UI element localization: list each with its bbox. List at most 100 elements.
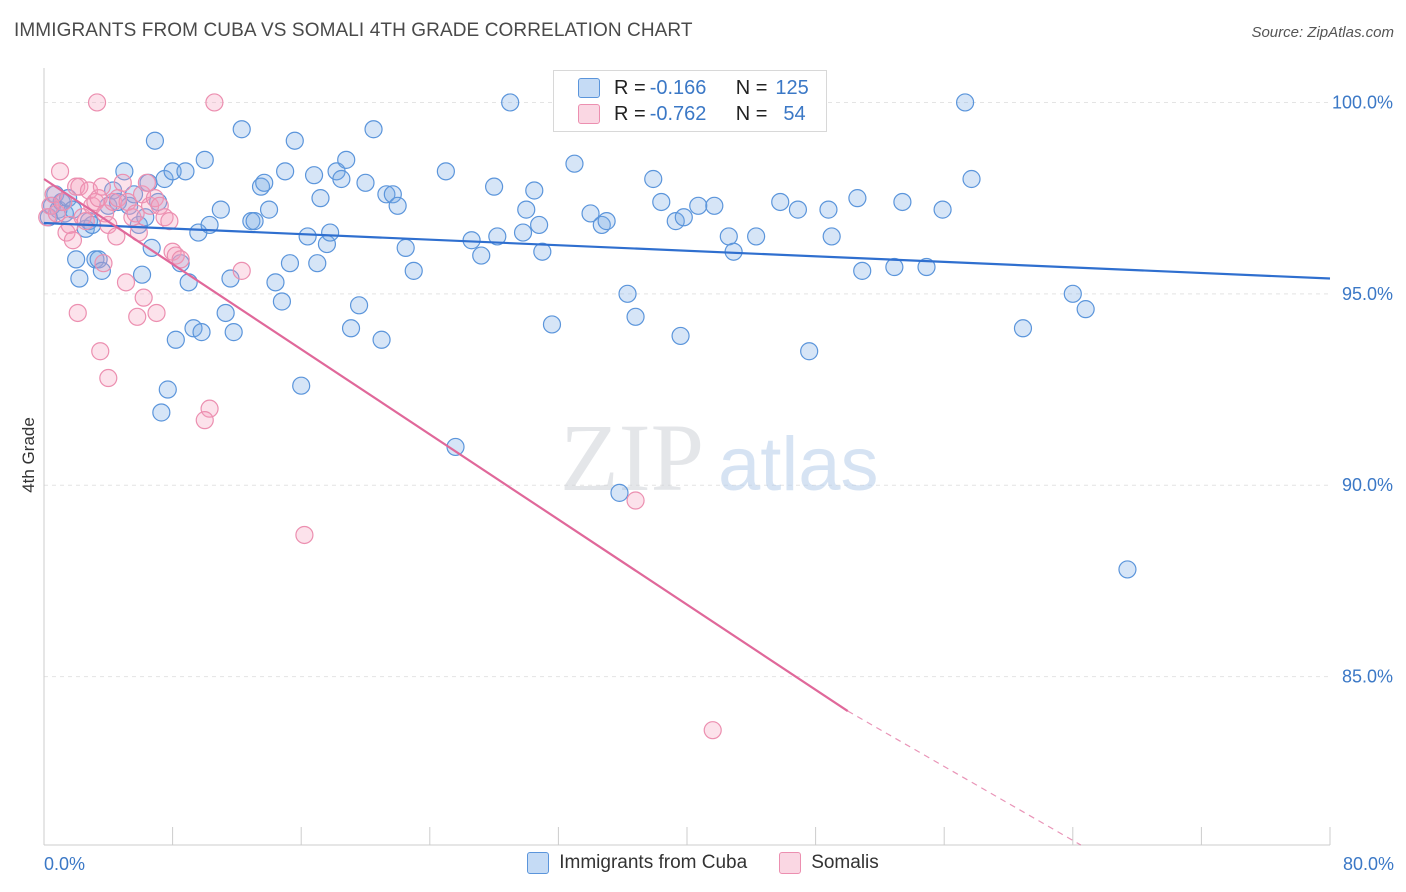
somalis-point (47, 204, 66, 223)
cuba-point (652, 192, 671, 212)
cuba-point (364, 120, 383, 139)
cuba-point (166, 330, 185, 349)
somalis-point (137, 173, 156, 192)
cuba-point (1076, 300, 1095, 319)
cuba-point (472, 246, 491, 265)
legend-n-value-somalis: 54 (783, 102, 806, 125)
cuba-point (822, 227, 841, 246)
cuba-point (581, 204, 600, 223)
legend-row-cuba: R = -0.166 N = 125 (578, 76, 813, 100)
cuba-point (211, 200, 230, 219)
somalis-point (68, 303, 87, 323)
legend-row-somalis: R = -0.762 N = 54 (578, 102, 810, 126)
cuba-point (513, 223, 533, 242)
cuba-point (436, 162, 455, 181)
tick-labels: 85.0% 90.0% 95.0% 100.0% 0.0% 80.0% (44, 92, 1394, 874)
somalis-point (92, 177, 111, 196)
cuba-point (132, 265, 152, 284)
somalis-point (205, 93, 224, 112)
somalis-point (63, 231, 83, 250)
somalis-trend-extension (847, 710, 1082, 846)
cuba-point (372, 330, 391, 349)
cuba-point (747, 227, 766, 246)
cuba-point (216, 303, 235, 323)
cuba-point (885, 257, 904, 277)
cuba-point (341, 319, 361, 338)
cuba-point (304, 166, 324, 185)
somalis-point (54, 192, 73, 212)
cuba-point (719, 227, 738, 246)
somalis-point (91, 342, 110, 361)
gridlines (44, 101, 1330, 678)
somalis-point (76, 212, 95, 231)
trend-lines (43, 178, 1331, 846)
cuba-point (618, 284, 637, 303)
series-legend: Immigrants from Cuba Somalis (0, 852, 1406, 874)
cuba-point (163, 162, 182, 181)
legend-label-somalis: Somalis (811, 852, 879, 873)
cuba-point (485, 177, 504, 196)
cuba-point (962, 169, 981, 189)
somalis-point (171, 250, 190, 269)
chart-title: IMMIGRANTS FROM CUBA VS SOMALI 4TH GRADE… (14, 20, 693, 41)
cuba-point (893, 192, 912, 212)
cuba-point (280, 254, 300, 273)
cuba-point (819, 200, 838, 219)
series-somalis-points (38, 93, 722, 740)
somalis-point (128, 307, 147, 326)
somalis-point (150, 196, 169, 215)
somalis-point (70, 177, 89, 196)
somalis-point (160, 212, 179, 231)
y-tick-label: 95.0% (1342, 284, 1393, 304)
legend-swatch-cuba (527, 852, 550, 874)
cuba-point (276, 162, 295, 181)
watermark-atlas: atlas (718, 422, 879, 507)
cuba-point (176, 162, 195, 181)
cuba-point (195, 150, 214, 169)
cuba-point (115, 162, 134, 181)
cuba-point (259, 200, 279, 219)
cuba-point (525, 181, 544, 200)
cuba-point (192, 323, 211, 342)
cuba-point (530, 215, 549, 235)
legend-r-value-cuba: -0.166 (649, 76, 707, 99)
cuba-point (152, 403, 171, 422)
cuba-point (542, 315, 562, 334)
cuba-point (321, 223, 340, 242)
cuba-point (955, 93, 975, 112)
cuba-point (255, 173, 274, 192)
legend-label-cuba: Immigrants from Cuba (559, 852, 748, 873)
cuba-point (292, 376, 311, 395)
cuba-point (179, 273, 198, 292)
cuba-trend-line (43, 221, 1331, 280)
cuba-point (67, 250, 86, 269)
correlation-legend: R = -0.166 N = 125 R = -0.762 N = 54 (553, 70, 827, 132)
cuba-point (337, 150, 356, 169)
legend-swatch-cuba (578, 78, 600, 98)
cuba-point (232, 120, 251, 139)
cuba-point (396, 238, 415, 257)
somalis-point (126, 204, 145, 223)
somalis-point (134, 288, 153, 307)
somalis-point (295, 525, 314, 545)
cuba-point (356, 173, 375, 192)
cuba-point (1013, 319, 1033, 338)
cuba-point (272, 292, 292, 311)
legend-item-cuba[interactable]: Immigrants from Cuba (527, 852, 747, 874)
cuba-point (597, 212, 616, 231)
legend-item-somalis[interactable]: Somalis (779, 852, 879, 874)
somalis-point (116, 273, 136, 292)
legend-n-label: N = (735, 76, 768, 99)
cuba-point (298, 227, 317, 246)
series-cuba-points (39, 93, 1137, 579)
cuba-point (565, 154, 584, 173)
somalis-point (38, 208, 57, 227)
somalis-point (200, 399, 219, 418)
legend-r-value-somalis: -0.762 (649, 102, 707, 125)
somalis-point (94, 254, 113, 273)
somalis-point (87, 93, 107, 112)
axes (43, 68, 1331, 846)
somalis-point (703, 721, 722, 740)
legend-r-label: R = (614, 102, 646, 125)
